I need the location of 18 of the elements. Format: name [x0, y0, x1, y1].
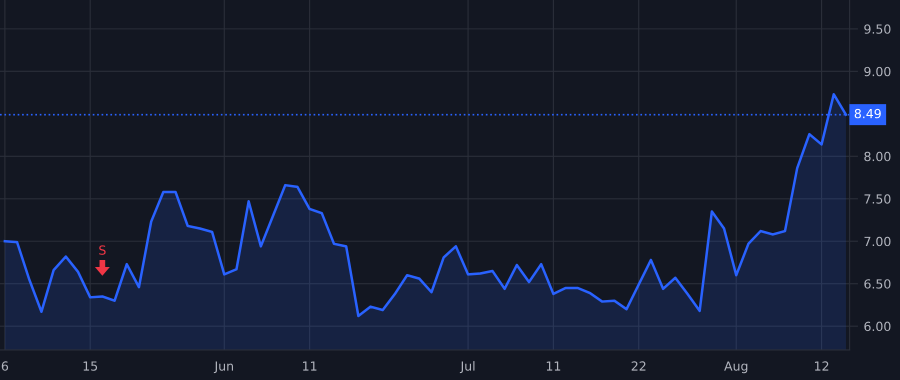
x-tick-label: 15 [84, 361, 98, 371]
annotation: S [99, 245, 106, 255]
y-tick-label: 6.00 [864, 322, 890, 332]
y-tick-label: 9.50 [864, 24, 890, 34]
y-tick-label: 8.00 [864, 152, 890, 162]
x-tick-label: 12 [814, 361, 828, 371]
y-tick-label: 7.00 [864, 236, 890, 246]
x-tick-label: Jun [214, 361, 233, 374]
x-tick-label: Aug [724, 361, 748, 374]
x-tick-label: 11 [546, 361, 560, 371]
y-tick-label: 7.50 [864, 194, 890, 204]
x-tick-label: 6 [2, 361, 8, 371]
y-tick-label: 9.00 [864, 66, 890, 76]
x-tick-label: 11 [303, 361, 316, 371]
y-tick-label: 6.50 [864, 279, 890, 289]
x-tick-label: 22 [632, 361, 646, 371]
x-tick-label: Jul [460, 361, 474, 374]
ref-line-label: 8.49 [854, 108, 881, 118]
